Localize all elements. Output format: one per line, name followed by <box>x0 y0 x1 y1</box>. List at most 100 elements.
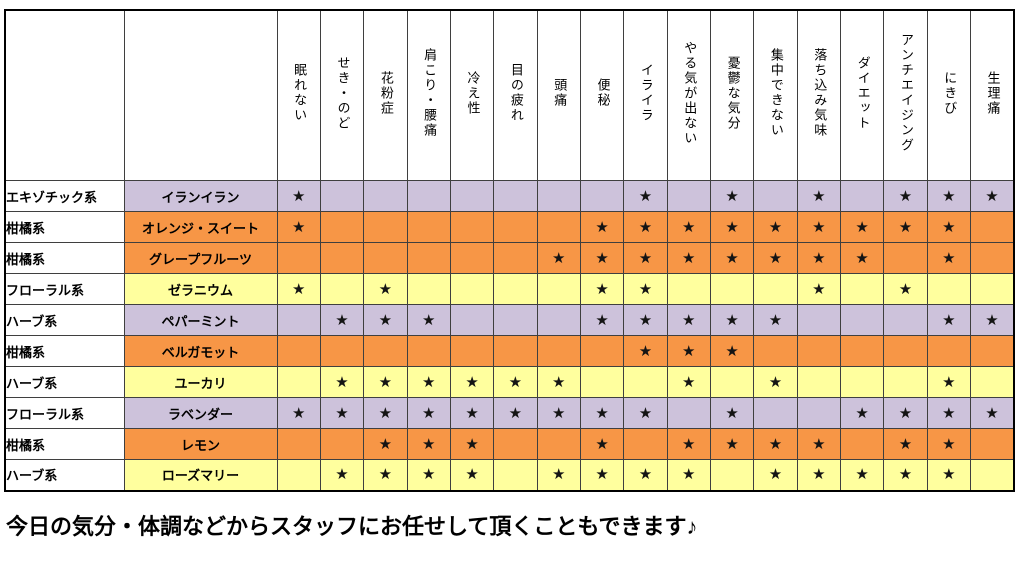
star-cell: ★ <box>709 180 755 212</box>
empty-cell <box>276 428 321 460</box>
star-cell: ★ <box>839 459 885 491</box>
empty-cell <box>796 366 841 398</box>
star-cell: ★ <box>753 211 798 243</box>
star-cell: ★ <box>449 366 495 398</box>
empty-cell <box>449 335 495 367</box>
star-cell: ★ <box>753 428 798 460</box>
star-cell: ★ <box>796 273 841 305</box>
table-row: フローラル系 ゼラニウム ★ ★ ★ ★ ★ ★ <box>4 273 1015 305</box>
star-cell: ★ <box>363 273 408 305</box>
table-row: ハーブ系 ユーカリ ★ ★ ★ ★ ★ ★ ★ ★ ★ <box>4 366 1015 398</box>
star-cell: ★ <box>536 242 581 274</box>
empty-cell <box>406 180 451 212</box>
star-cell: ★ <box>970 397 1015 429</box>
star-cell: ★ <box>319 304 365 336</box>
empty-cell <box>536 211 581 243</box>
column-header-label: 頭痛 <box>552 78 568 108</box>
star-cell: ★ <box>579 304 625 336</box>
category-cell: 柑橘系 <box>4 428 125 460</box>
star-cell: ★ <box>449 459 495 491</box>
header-corner-oil-name <box>123 9 278 181</box>
star-cell: ★ <box>276 180 321 212</box>
empty-cell <box>970 211 1015 243</box>
empty-cell <box>363 242 408 274</box>
column-header-label: ダイエット <box>855 55 871 131</box>
table-row: 柑橘系 オレンジ・スイート ★ ★ ★ ★ ★ ★ ★ ★ ★ ★ <box>4 211 1015 243</box>
empty-cell <box>970 459 1015 491</box>
star-cell: ★ <box>449 397 495 429</box>
column-header-label: 憂鬱な気分 <box>725 55 741 131</box>
star-cell: ★ <box>926 459 972 491</box>
empty-cell <box>709 273 755 305</box>
column-header-3: 花粉症 <box>363 9 408 181</box>
star-cell: ★ <box>883 459 928 491</box>
star-cell: ★ <box>666 335 711 367</box>
empty-cell <box>839 180 885 212</box>
empty-cell <box>839 273 885 305</box>
star-cell: ★ <box>709 335 755 367</box>
empty-cell <box>883 366 928 398</box>
empty-cell <box>970 335 1015 367</box>
empty-cell <box>493 242 538 274</box>
oil-name-cell: ベルガモット <box>123 335 278 367</box>
oil-name-cell: ペパーミント <box>123 304 278 336</box>
empty-cell <box>493 459 538 491</box>
star-cell: ★ <box>579 459 625 491</box>
empty-cell <box>276 304 321 336</box>
star-cell: ★ <box>709 428 755 460</box>
empty-cell <box>839 304 885 336</box>
star-cell: ★ <box>666 304 711 336</box>
column-header-16: にきび <box>926 9 972 181</box>
table-body: エキゾチック系 イランイラン ★ ★ ★ ★ ★ ★ ★ 柑橘系 オレンジ・スイート ★ ★ ★ ★ ★ ★ ★ ★… <box>4 180 1015 491</box>
table-row: ハーブ系 ペパーミント ★ ★ ★ ★ ★ ★ ★ ★ ★ ★ <box>4 304 1015 336</box>
category-cell: フローラル系 <box>4 397 125 429</box>
star-cell: ★ <box>709 211 755 243</box>
empty-cell <box>493 211 538 243</box>
empty-cell <box>666 273 711 305</box>
header-corner-category <box>4 9 125 181</box>
star-cell: ★ <box>363 397 408 429</box>
star-cell: ★ <box>970 304 1015 336</box>
star-cell: ★ <box>839 397 885 429</box>
column-header-label: 眠れない <box>292 63 308 123</box>
star-cell: ★ <box>623 335 668 367</box>
empty-cell <box>276 366 321 398</box>
star-cell: ★ <box>926 428 972 460</box>
empty-cell <box>449 180 495 212</box>
oil-name-cell: グレープフルーツ <box>123 242 278 274</box>
oil-name-cell: ユーカリ <box>123 366 278 398</box>
star-cell: ★ <box>406 366 451 398</box>
empty-cell <box>666 397 711 429</box>
empty-cell <box>709 459 755 491</box>
star-cell: ★ <box>536 366 581 398</box>
column-header-9: イライラ <box>623 9 668 181</box>
star-cell: ★ <box>666 459 711 491</box>
empty-cell <box>623 428 668 460</box>
star-cell: ★ <box>623 459 668 491</box>
star-cell: ★ <box>276 211 321 243</box>
empty-cell <box>536 304 581 336</box>
empty-cell <box>926 335 972 367</box>
column-header-label: やる気が出ない <box>682 40 698 146</box>
oil-name-cell: イランイラン <box>123 180 278 212</box>
empty-cell <box>536 335 581 367</box>
empty-cell <box>493 428 538 460</box>
table-row: 柑橘系 グレープフルーツ ★ ★ ★ ★ ★ ★ ★ ★ ★ <box>4 242 1015 274</box>
aroma-symptom-table: 眠れない せき・のど 花粉症 肩こり・腰痛 冷え性 目の疲れ 頭痛 便秘 イライラ やる気が出ない… <box>4 9 1015 492</box>
empty-cell <box>839 428 885 460</box>
empty-cell <box>449 304 495 336</box>
oil-name-cell: ローズマリー <box>123 459 278 491</box>
category-cell: 柑橘系 <box>4 211 125 243</box>
empty-cell <box>493 180 538 212</box>
empty-cell <box>493 335 538 367</box>
star-cell: ★ <box>623 180 668 212</box>
star-cell: ★ <box>579 397 625 429</box>
star-cell: ★ <box>579 428 625 460</box>
category-cell: ハーブ系 <box>4 459 125 491</box>
star-cell: ★ <box>883 397 928 429</box>
star-cell: ★ <box>449 428 495 460</box>
star-cell: ★ <box>623 211 668 243</box>
column-header-13: 落ち込み気味 <box>796 9 841 181</box>
star-cell: ★ <box>926 304 972 336</box>
column-header-12: 集中できない <box>753 9 798 181</box>
